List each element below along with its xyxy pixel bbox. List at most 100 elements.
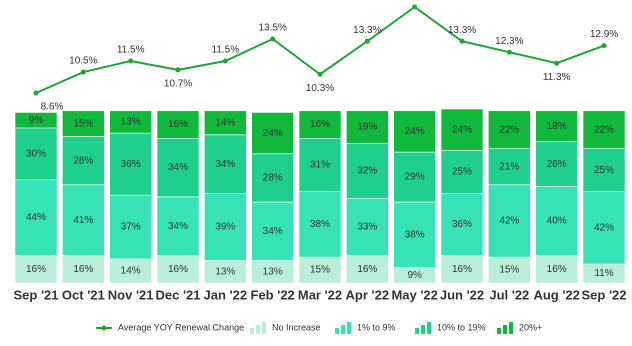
point-label: 10.3% xyxy=(306,83,334,94)
legend-label: Average YOY Renewal Change xyxy=(118,322,244,332)
bar-segment xyxy=(156,137,200,198)
legend-label: No Increase xyxy=(272,322,321,332)
x-tick-label: Feb '22 xyxy=(251,287,295,302)
bar-segment xyxy=(535,110,578,143)
bar-segment xyxy=(204,193,247,261)
bar-segment xyxy=(488,110,531,149)
point-label: 8.6% xyxy=(41,102,64,113)
bar-segment xyxy=(346,198,389,256)
line-point xyxy=(80,69,86,75)
x-tick-label: Mar '22 xyxy=(298,287,342,302)
bar-segment xyxy=(298,256,342,284)
data-label: 25% xyxy=(594,165,614,176)
bar-segment xyxy=(346,110,389,144)
data-label: 34% xyxy=(215,159,235,170)
data-label: 16% xyxy=(547,264,567,275)
point-label: 11.5% xyxy=(212,45,240,56)
bar-segment xyxy=(393,151,436,203)
bar-segment xyxy=(109,194,152,260)
legend-label: 1% to 9% xyxy=(357,322,396,332)
data-label: 16% xyxy=(357,264,377,275)
data-label: 34% xyxy=(168,221,188,232)
data-label: 16% xyxy=(73,264,93,275)
x-tick-label: Aug '22 xyxy=(533,287,579,302)
bar-segment xyxy=(582,148,626,192)
legend-marker xyxy=(101,325,107,331)
bar-segment xyxy=(298,110,342,139)
bar-segment xyxy=(251,153,294,203)
line-point xyxy=(364,38,370,44)
data-label: 14% xyxy=(215,117,235,128)
legend-icon xyxy=(250,328,254,334)
data-label: 42% xyxy=(499,216,519,227)
legend-label: 10% to 19% xyxy=(437,322,486,332)
bar-segment xyxy=(582,110,626,149)
data-label: 29% xyxy=(405,172,425,183)
bar-segment xyxy=(535,141,578,187)
x-tick-label: Jan '22 xyxy=(204,287,248,302)
data-label: 24% xyxy=(263,128,283,139)
bar-segment xyxy=(62,110,105,137)
legend-icon xyxy=(427,322,431,334)
x-tick-label: Jul '22 xyxy=(489,287,529,302)
x-tick-label: Jun '22 xyxy=(440,287,484,302)
point-label: 16.4% xyxy=(400,0,428,2)
data-label: 37% xyxy=(121,222,141,233)
data-label: 15% xyxy=(499,265,519,276)
bar-segment xyxy=(440,108,484,151)
data-label: 16% xyxy=(452,264,472,275)
bar-segment xyxy=(14,179,58,256)
bar-segment xyxy=(440,255,484,284)
bar-segment xyxy=(535,186,578,256)
data-label: 18% xyxy=(547,121,567,132)
data-label: 24% xyxy=(405,126,425,137)
legend-icon xyxy=(415,328,419,334)
point-label: 10.7% xyxy=(164,78,192,89)
data-label: 34% xyxy=(263,226,283,237)
data-label: 31% xyxy=(310,160,330,171)
legend-icon xyxy=(256,325,260,334)
line-point xyxy=(459,38,465,44)
line-point xyxy=(506,49,512,55)
data-label: 9% xyxy=(407,270,422,281)
bar-segment xyxy=(393,201,436,268)
line-point xyxy=(412,4,418,10)
data-label: 36% xyxy=(452,219,472,230)
data-label: 16% xyxy=(26,264,46,275)
data-label: 30% xyxy=(26,148,46,159)
data-label: 39% xyxy=(215,222,235,233)
bar-segment xyxy=(393,110,436,153)
data-label: 11% xyxy=(594,268,613,279)
point-label: 11.3% xyxy=(543,72,571,83)
x-tick-label: Oct '21 xyxy=(62,287,105,302)
data-label: 16% xyxy=(168,264,188,275)
line-point xyxy=(554,60,560,66)
data-label: 13% xyxy=(121,117,141,128)
bar-segment xyxy=(298,191,342,258)
point-label: 13.3% xyxy=(353,25,381,36)
data-label: 40% xyxy=(547,216,567,227)
line-point xyxy=(317,71,323,77)
bar-segment xyxy=(156,110,200,139)
bar-segment xyxy=(535,255,578,284)
legend-icon xyxy=(509,322,513,334)
data-label: 44% xyxy=(26,212,46,223)
bar-segment xyxy=(62,255,105,284)
bar-segment xyxy=(488,184,531,258)
line-point xyxy=(175,67,181,73)
data-label: 28% xyxy=(73,155,93,166)
data-label: 36% xyxy=(121,159,141,170)
legend-icon xyxy=(335,328,339,334)
bar-segment xyxy=(251,201,294,261)
bar-segment xyxy=(62,136,105,186)
line-point xyxy=(222,58,228,64)
bar-segment xyxy=(488,256,531,284)
legend-label: 20%+ xyxy=(519,322,542,332)
bar-segment xyxy=(14,255,58,284)
point-label: 13.5% xyxy=(258,23,286,34)
bar-segment xyxy=(440,150,484,194)
bar-segment xyxy=(156,255,200,284)
data-label: 16% xyxy=(168,119,188,130)
data-label: 32% xyxy=(357,166,377,177)
